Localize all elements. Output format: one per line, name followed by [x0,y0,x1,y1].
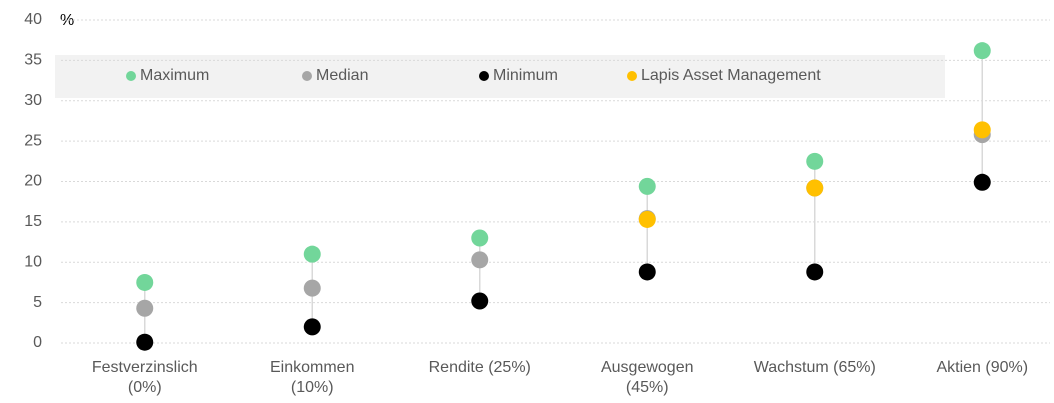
legend-marker [302,71,312,81]
y-tick-label: 15 [24,213,42,230]
x-tick-label: Rendite (25%) [428,359,531,376]
dot [806,263,824,281]
dot [303,245,321,263]
legend-marker [479,71,489,81]
dot [471,229,489,247]
y-tick-label: 0 [33,334,42,351]
y-tick-label: 30 [24,92,42,109]
dot [136,273,154,291]
dot [471,251,489,269]
legend-label: Median [316,67,368,84]
dot [303,279,321,297]
x-tick-label: Einkommen (10%) [270,359,355,396]
y-tick-label: 25 [24,132,42,149]
x-tick-label: Aktien (90%) [936,359,1029,376]
dot [806,152,824,170]
legend-marker [126,71,136,81]
dot [973,121,991,139]
x-tick-label: Festverzinslich (0%) [91,359,198,396]
legend-label: Minimum [493,67,558,84]
dot [973,173,991,191]
legend-label: Maximum [140,67,209,84]
dot [136,333,154,351]
dot [136,299,154,317]
y-tick-label: 35 [24,52,42,69]
y-tick-label: 20 [24,173,42,190]
y-unit: % [60,12,74,29]
y-tick-label: 10 [24,253,42,270]
dot [303,318,321,336]
dot [471,292,489,310]
dot [806,179,824,197]
legend-marker [627,71,637,81]
legend-label: Lapis Asset Management [641,67,821,84]
dot [638,210,656,228]
y-tick-label: 40 [24,11,42,28]
y-tick-label: 5 [33,294,42,311]
x-tick-label: Ausgewogen (45%) [600,359,694,396]
dot [638,177,656,195]
legend-box [55,55,945,98]
dot [638,263,656,281]
dot [973,42,991,60]
x-tick-label: Wachstum (65%) [753,359,876,376]
